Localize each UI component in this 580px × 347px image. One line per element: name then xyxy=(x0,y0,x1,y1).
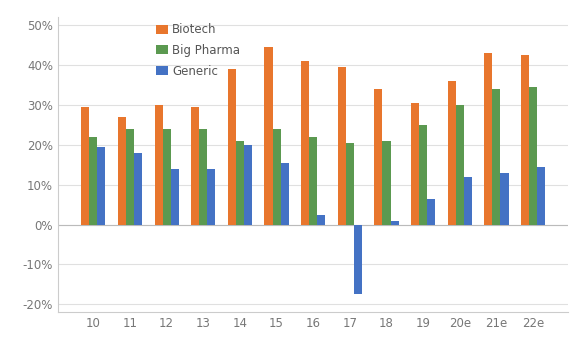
Legend: Biotech, Big Pharma, Generic: Biotech, Big Pharma, Generic xyxy=(156,23,240,78)
Bar xyxy=(375,89,382,225)
Bar xyxy=(354,225,362,294)
Bar xyxy=(171,169,179,225)
Bar xyxy=(456,105,464,225)
Bar xyxy=(317,215,325,225)
Bar xyxy=(492,89,501,225)
Bar xyxy=(309,137,317,225)
Bar xyxy=(537,167,545,225)
Bar xyxy=(301,61,309,225)
Bar xyxy=(427,199,435,225)
Bar xyxy=(273,129,281,225)
Bar xyxy=(89,137,97,225)
Bar xyxy=(236,141,244,225)
Bar xyxy=(464,177,472,225)
Bar xyxy=(529,87,537,225)
Bar xyxy=(411,103,419,225)
Bar xyxy=(244,145,252,225)
Bar xyxy=(228,69,236,225)
Bar xyxy=(207,169,215,225)
Bar xyxy=(521,55,529,225)
Bar xyxy=(281,163,289,225)
Bar xyxy=(199,129,207,225)
Bar xyxy=(390,221,398,225)
Bar xyxy=(419,125,427,225)
Bar xyxy=(81,107,89,225)
Bar xyxy=(264,47,273,225)
Bar xyxy=(97,147,106,225)
Bar xyxy=(126,129,134,225)
Bar xyxy=(382,141,390,225)
Bar xyxy=(448,81,456,225)
Bar xyxy=(338,67,346,225)
Bar xyxy=(154,105,162,225)
Bar xyxy=(501,173,509,225)
Bar xyxy=(484,53,492,225)
Bar xyxy=(134,153,142,225)
Bar xyxy=(191,107,199,225)
Bar xyxy=(118,117,126,225)
Bar xyxy=(162,129,171,225)
Bar xyxy=(346,143,354,225)
